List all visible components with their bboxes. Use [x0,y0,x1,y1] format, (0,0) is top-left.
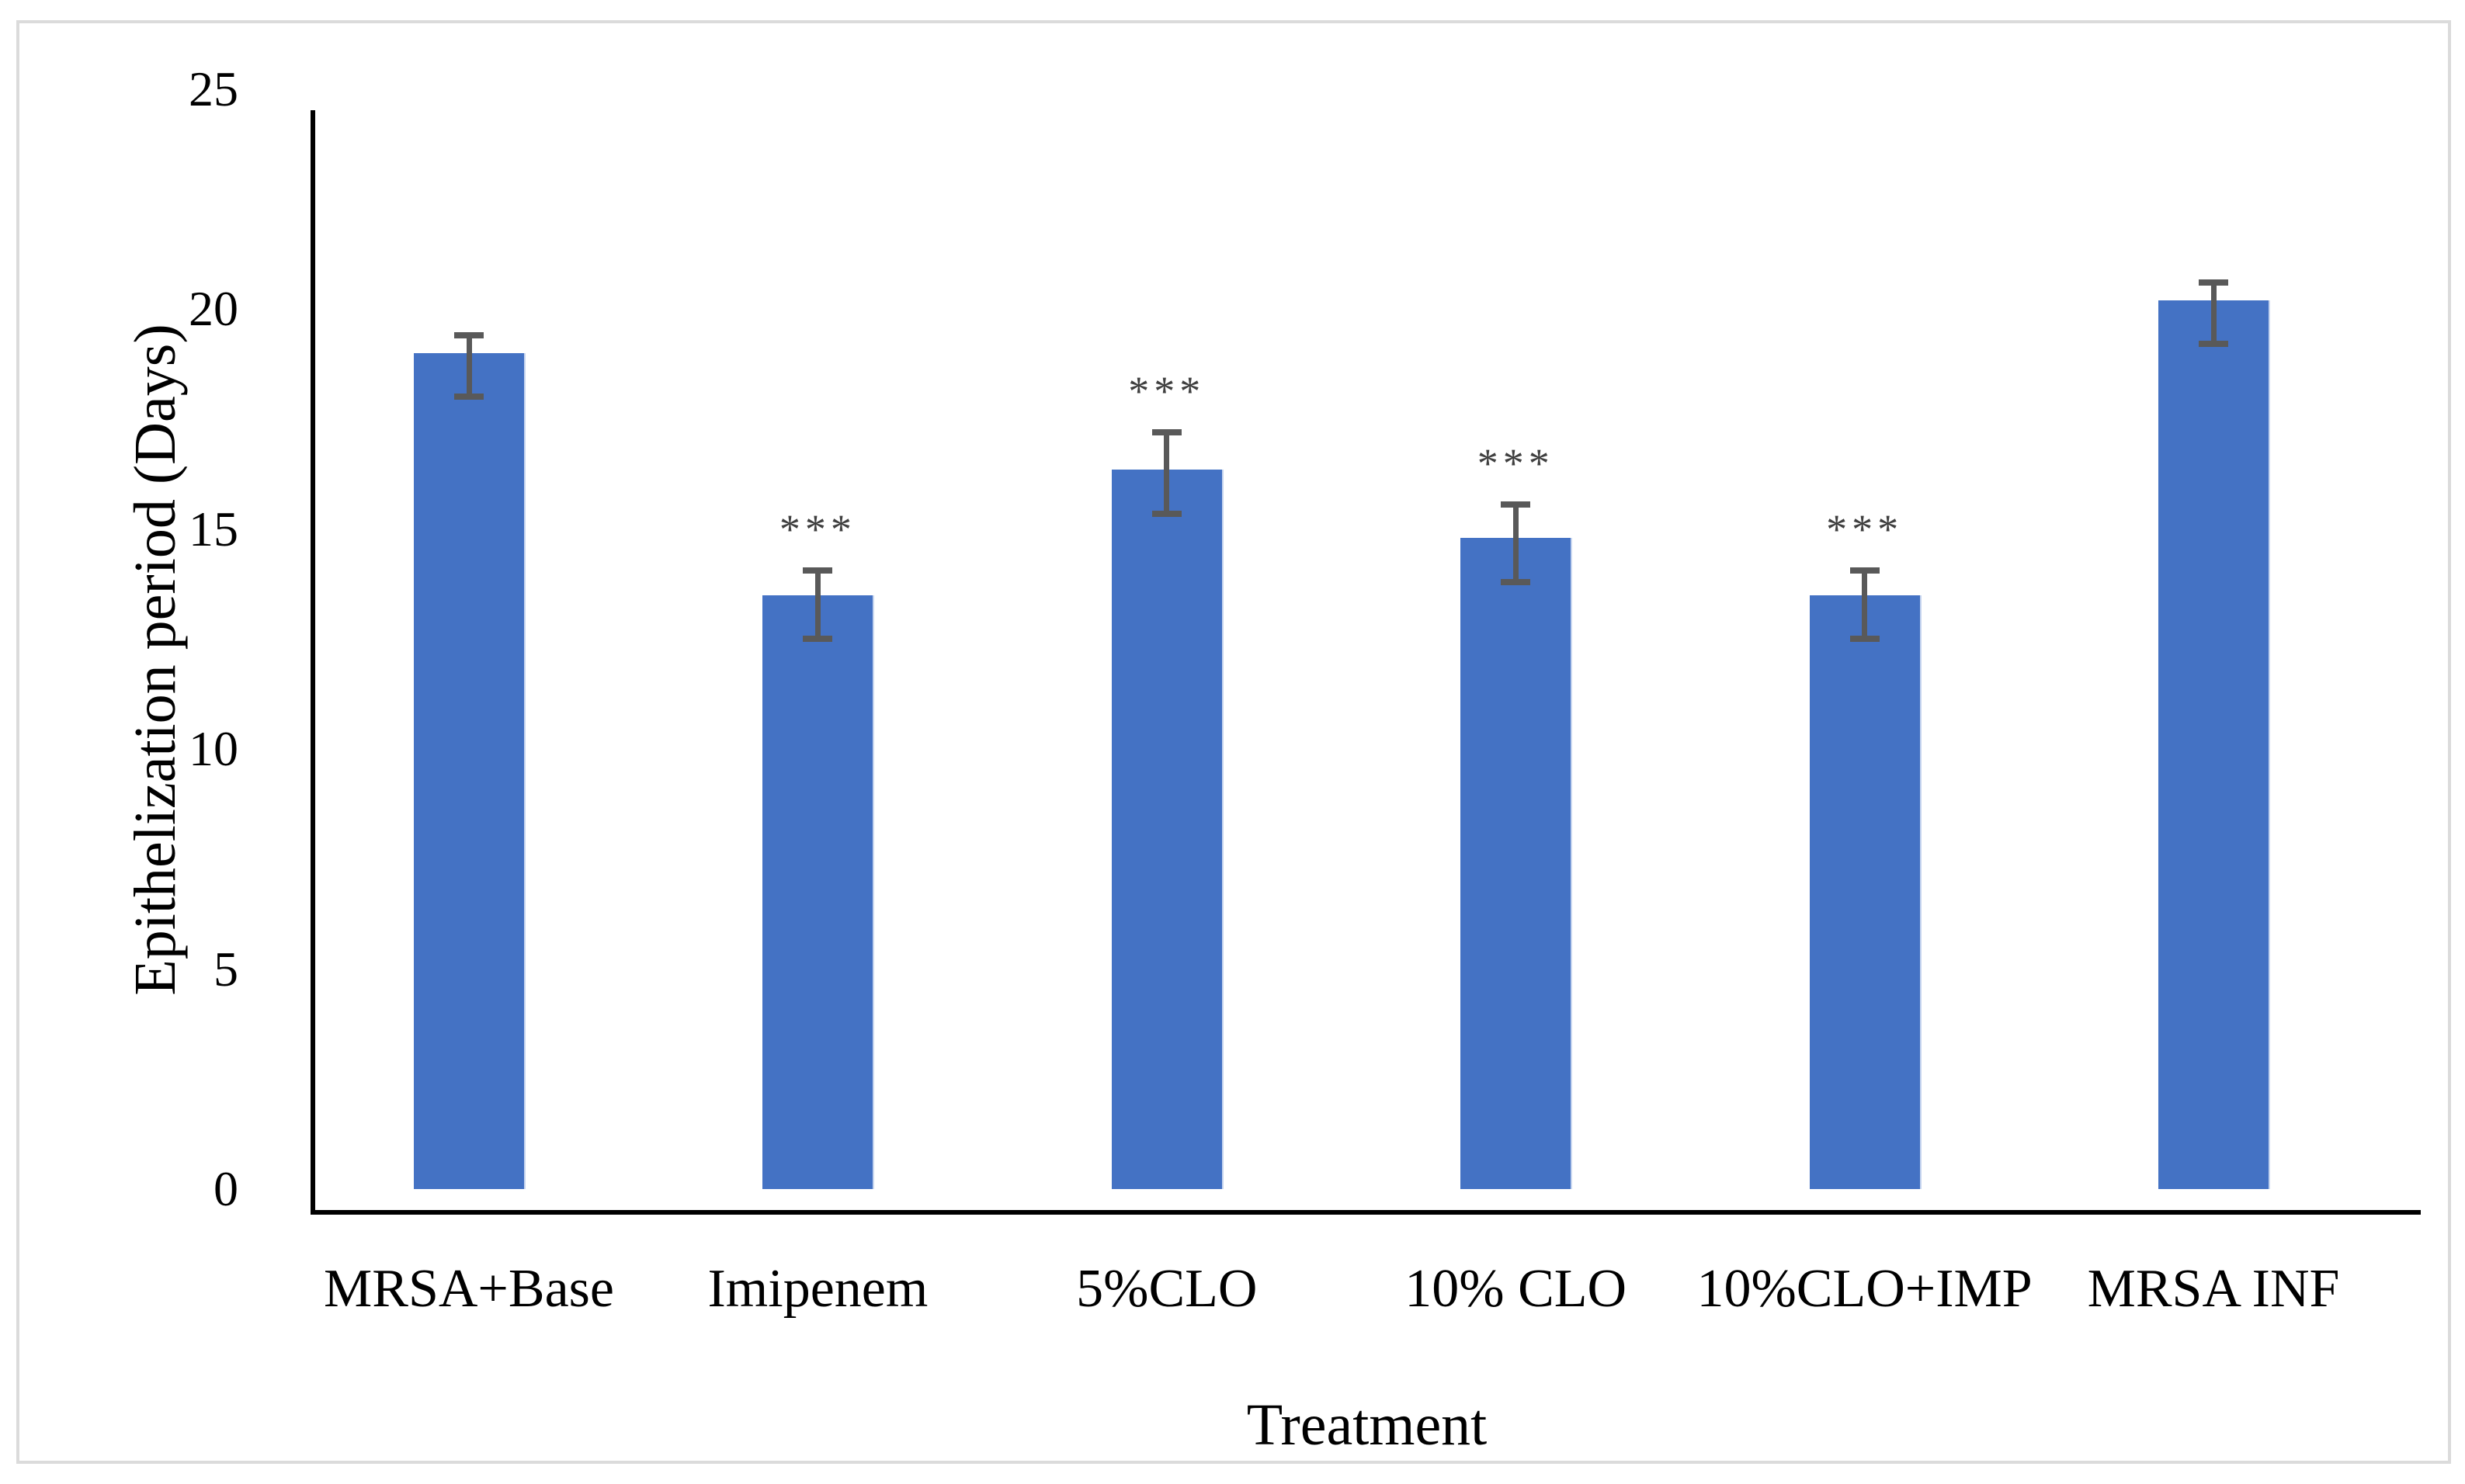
error-bar-cap-bottom [803,636,833,643]
error-bar-line [2210,282,2217,345]
bar [762,595,875,1189]
y-tick-label: 20 [189,281,238,336]
x-category-label: Imipenem [707,1259,929,1319]
error-bar-cap-top [1849,567,1880,574]
error-bar-cap-bottom [1501,578,1531,585]
error-bar-cap-top [1151,428,1182,435]
bar [2158,300,2270,1189]
x-category-label: MRSA INF [2087,1259,2340,1319]
bar [414,352,526,1189]
error-bar-cap-top [1501,501,1531,508]
x-category-label: 5%CLO [1076,1259,1258,1319]
error-bar-cap-top [454,332,484,339]
significance-marker: *** [1826,506,1904,553]
y-axis-line [311,110,315,1215]
error-bar-line [466,335,472,397]
significance-marker: *** [1128,367,1206,414]
y-tick-label: 10 [189,721,238,776]
y-tick-label: 5 [214,941,238,997]
x-axis-line [311,1210,2421,1215]
bar [1460,537,1573,1189]
error-bar-cap-top [803,567,833,574]
x-category-label: 10% CLO [1404,1259,1627,1319]
significance-marker: *** [779,506,856,553]
y-tick-label: 0 [214,1161,238,1216]
bar [1809,595,1922,1189]
y-tick-label: 15 [189,501,238,556]
y-axis-title: Epithelization period (Days) [123,324,188,996]
y-tick-label: 25 [189,61,238,116]
bar [1111,469,1224,1189]
error-bar-line [1862,570,1868,640]
significance-marker: *** [1477,440,1554,487]
error-bar-cap-bottom [2199,341,2228,348]
error-bar-line [1512,504,1519,582]
x-category-label: MRSA+Base [324,1259,614,1319]
error-bar-cap-bottom [1151,510,1182,517]
error-bar-line [1164,432,1170,514]
error-bar-cap-bottom [1849,636,1880,643]
x-category-label: 10%CLO+IMP [1696,1259,2033,1319]
error-bar-cap-bottom [454,394,484,400]
figure-frame: Epithelization period (Days) Treatment 0… [16,20,2451,1464]
error-bar-line [814,570,821,640]
error-bar-cap-top [2199,279,2228,286]
x-axis-title: Treatment [1246,1392,1488,1458]
